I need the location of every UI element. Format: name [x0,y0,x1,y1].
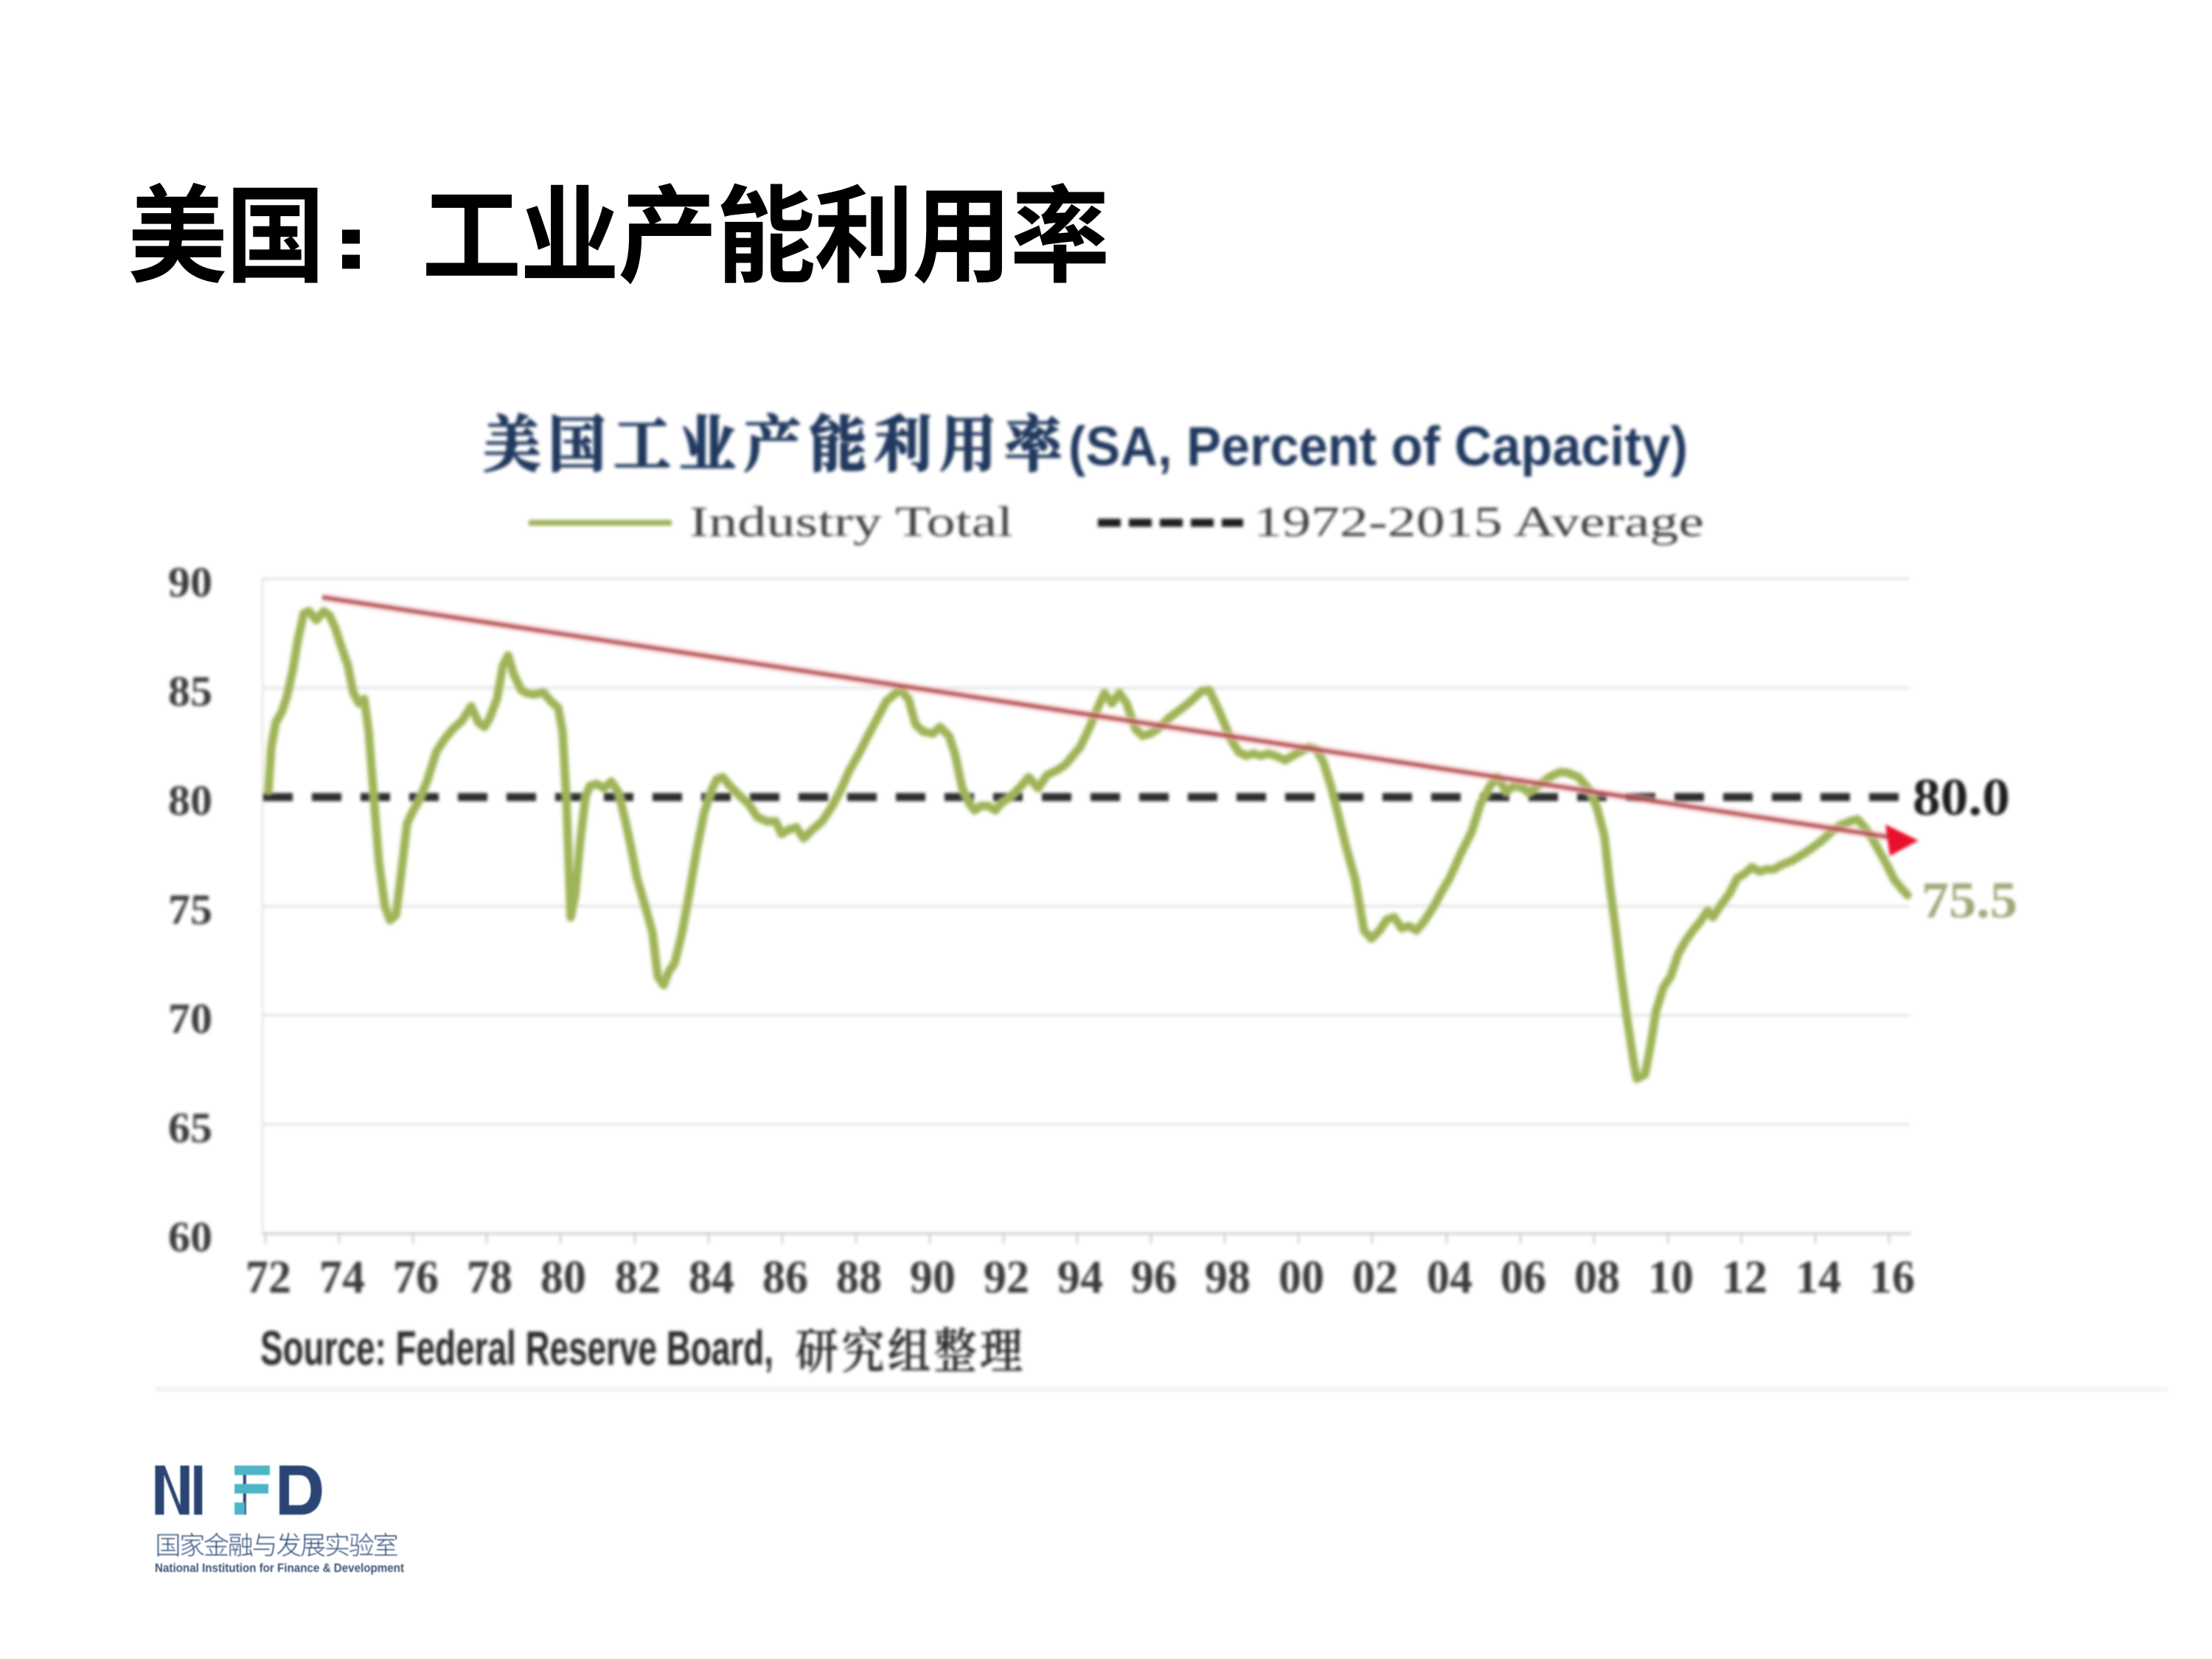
svg-text:Industry Total: Industry Total [689,498,1013,546]
svg-text:65: 65 [168,1104,212,1152]
svg-text:National Institution for Finan: National Institution for Finance & Devel… [155,1561,404,1575]
svg-text:14: 14 [1795,1251,1841,1303]
svg-text:72: 72 [246,1251,291,1303]
svg-text:75: 75 [168,886,212,933]
svg-text:94: 94 [1057,1251,1103,1303]
svg-text:80: 80 [168,776,212,824]
svg-text:02: 02 [1352,1251,1398,1303]
svg-text:74: 74 [319,1251,365,1303]
svg-text:10: 10 [1648,1251,1694,1303]
svg-text:00: 00 [1279,1251,1324,1303]
svg-text:08: 08 [1574,1251,1620,1303]
svg-text:80: 80 [540,1251,586,1303]
svg-text:82: 82 [615,1251,661,1303]
svg-text:1972-2015 Average: 1972-2015 Average [1253,498,1704,546]
svg-text:70: 70 [168,995,212,1043]
svg-text:96: 96 [1131,1251,1177,1303]
svg-text:76: 76 [393,1251,439,1303]
svg-text:92: 92 [984,1251,1029,1303]
svg-text:86: 86 [762,1251,808,1303]
svg-text:04: 04 [1427,1251,1472,1303]
svg-text:85: 85 [168,667,212,715]
svg-text:88: 88 [836,1251,882,1303]
svg-text:60: 60 [168,1213,212,1261]
svg-text:75.5: 75.5 [1921,872,2017,929]
svg-text:84: 84 [689,1251,734,1303]
svg-text:Source: Federal Reserve Board,: Source: Federal Reserve Board, [260,1321,773,1375]
svg-text:98: 98 [1205,1251,1251,1303]
svg-text:06: 06 [1500,1251,1546,1303]
svg-text:12: 12 [1722,1251,1767,1303]
svg-text:90: 90 [910,1251,956,1303]
svg-text:(SA, Percent of Capacity): (SA, Percent of Capacity) [1068,415,1688,477]
svg-text:16: 16 [1869,1251,1915,1303]
svg-text:90: 90 [168,558,212,606]
svg-text:78: 78 [467,1251,512,1303]
svg-text:80.0: 80.0 [1913,768,2010,827]
